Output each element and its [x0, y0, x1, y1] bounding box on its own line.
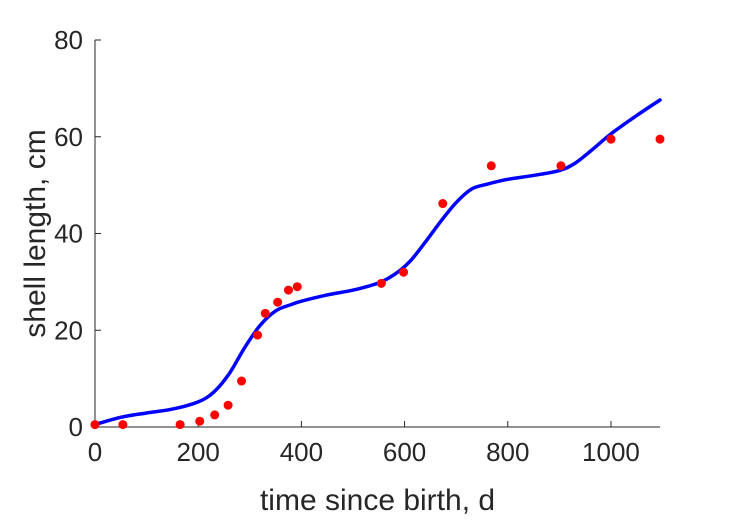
data-point — [438, 199, 448, 209]
y-tick-label: 0 — [69, 412, 83, 442]
x-tick-label: 200 — [177, 437, 220, 467]
data-point — [210, 410, 220, 420]
data-point — [556, 161, 566, 171]
data-point — [118, 420, 128, 430]
x-axis-title: time since birth, d — [260, 484, 495, 517]
y-tick-label: 80 — [54, 25, 83, 55]
data-point — [486, 161, 496, 171]
y-tick-label: 60 — [54, 122, 83, 152]
data-point — [175, 420, 185, 430]
y-axis-title: shell length, cm — [19, 129, 52, 337]
x-tick-label: 0 — [88, 437, 102, 467]
data-point — [606, 134, 616, 144]
data-point — [195, 416, 205, 426]
x-tick-label: 400 — [280, 437, 323, 467]
data-point — [399, 267, 409, 277]
data-point — [655, 134, 665, 144]
y-tick-label: 20 — [54, 315, 83, 345]
data-point — [223, 400, 233, 410]
y-tick-label: 40 — [54, 219, 83, 249]
data-point — [253, 330, 263, 340]
data-point — [283, 285, 293, 295]
x-tick-label: 600 — [383, 437, 426, 467]
data-point — [90, 420, 100, 430]
data-points — [90, 134, 665, 430]
data-point — [376, 278, 386, 288]
data-point — [237, 376, 247, 386]
data-point — [292, 282, 302, 292]
x-tick-label: 1000 — [582, 437, 640, 467]
axes: 0 200 400 600 800 1000 0 20 40 60 80 — [54, 25, 660, 467]
data-point — [273, 297, 283, 307]
data-point — [260, 308, 270, 318]
x-tick-label: 800 — [486, 437, 529, 467]
